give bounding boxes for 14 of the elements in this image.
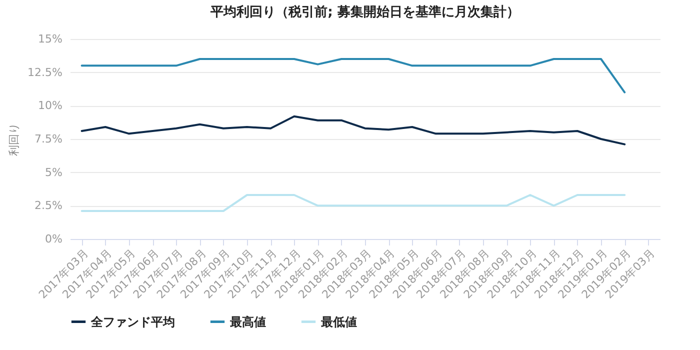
chart-title: 平均利回り（税引前; 募集開始日を基準に月次集計） [210, 4, 520, 20]
legend-label: 最高値 [229, 314, 266, 329]
legend-label: 全ファンド平均 [90, 314, 175, 329]
y-tick-label: 15% [38, 32, 62, 46]
legend-label: 最低値 [320, 314, 357, 329]
y-tick-label: 12.5% [28, 66, 62, 79]
y-tick-label: 2.5% [34, 199, 62, 212]
line-series [80, 58, 626, 94]
y-tick-label: 5% [45, 166, 62, 179]
y-axis-title: 利回り [8, 123, 21, 156]
y-tick-label: 0% [45, 232, 62, 246]
y-tick-label: 10% [38, 99, 62, 112]
line-series [80, 115, 626, 146]
y-tick-label: 7.5% [34, 132, 62, 146]
